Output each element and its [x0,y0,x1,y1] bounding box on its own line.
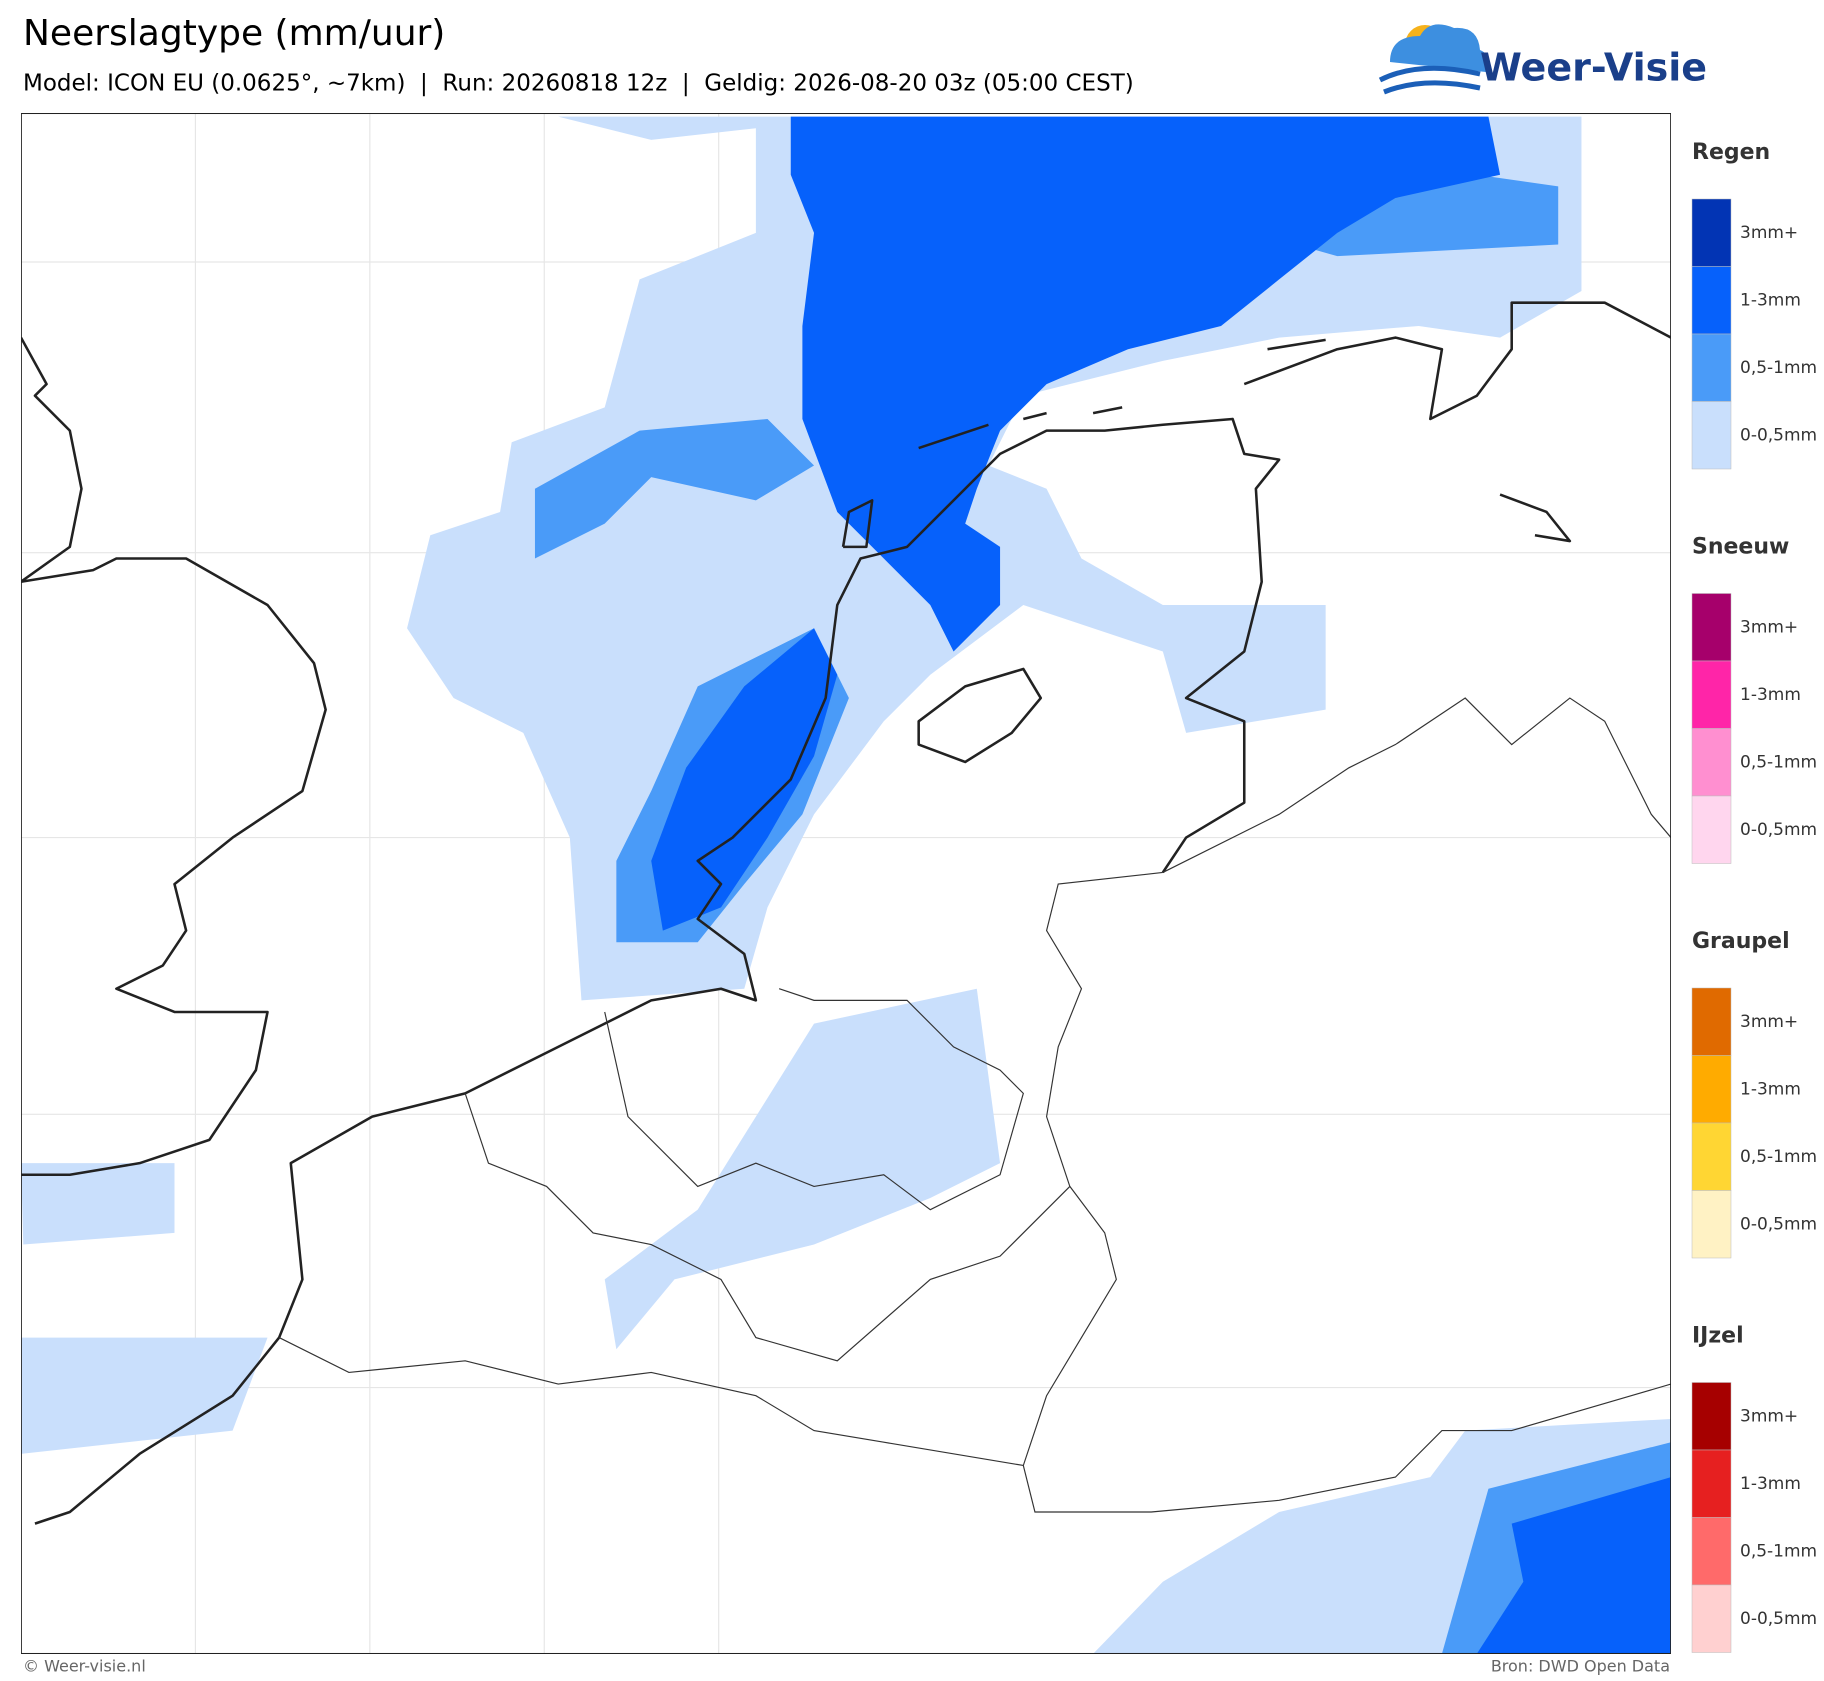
legend-swatch [1691,1449,1732,1518]
legend-label: 0,5-1mm [1740,358,1817,378]
legend-swatch [1691,1190,1732,1259]
logo-waves [1378,65,1481,95]
rain-medium [534,418,815,559]
border [1162,697,1671,873]
precipitation [21,116,1671,1654]
legend-label: 3mm+ [1740,1406,1798,1426]
legend-swatch [1691,593,1732,662]
legend-label: 1-3mm [1740,290,1801,310]
logo-text: Weer-Visie [1480,46,1707,90]
legend-label: 0-0,5mm [1740,820,1817,840]
islands [1023,411,1047,421]
islands [841,499,874,549]
border [278,1337,1024,1467]
legend-swatch [1691,198,1732,267]
islands [1267,338,1326,351]
legend-title: IJzel [1692,1324,1744,1349]
map-frame [21,113,1671,1654]
rain-light [21,1163,175,1245]
legend-label: 0-0,5mm [1740,425,1817,445]
legend-label: 0,5-1mm [1740,1147,1817,1167]
legend-title: Regen [1692,140,1770,165]
legend-label: 1-3mm [1740,1474,1801,1494]
legend-swatch [1691,1517,1732,1586]
legend-swatch [1691,1584,1732,1653]
subtitle: Model: ICON EU (0.0625°, ~7km) | Run: 20… [23,71,1134,97]
legend-swatch [1691,266,1732,335]
islands [1499,493,1572,543]
legend-label: 0,5-1mm [1740,752,1817,772]
rain-light [604,988,1001,1350]
legend-label: 0-0,5mm [1740,1609,1817,1629]
coastlines [21,301,1671,1525]
rain-light [21,1337,268,1454]
legend-label: 3mm+ [1740,223,1798,243]
logo-cloud [1390,24,1489,72]
legend-swatch [1691,987,1732,1056]
borders [278,697,1671,1513]
legend: Regen 3mm+ 1-3mm 0,5-1mm 0-0,5mm Sneeuw 3mm+ 1-… [1691,140,1817,1653]
legend-label: 0-0,5mm [1740,1214,1817,1234]
logo: Weer-Visie [1378,24,1707,95]
legend-swatch [1691,1055,1732,1124]
legend-label: 3mm+ [1740,617,1798,637]
rain-heavy [651,628,838,931]
islands [1092,406,1123,415]
coastline-germany [1243,301,1671,421]
rain-heavy [1476,1477,1671,1654]
border [604,988,1024,1211]
legend-label: 1-3mm [1740,685,1801,705]
legend-title: Graupel [1692,929,1790,954]
legend-swatch [1691,728,1732,797]
legend-swatch [1691,333,1732,402]
footer-right: Bron: DWD Open Data [1491,1657,1670,1676]
border [464,871,1163,1362]
legend-swatch [1691,660,1732,729]
legend-label: 0,5-1mm [1740,1541,1817,1561]
legend-swatch [1691,795,1732,864]
title: Neerslagtype (mm/uur) [23,13,445,54]
border [1022,1186,1671,1513]
coastline-uk [21,336,327,1177]
coastline-continent [34,417,1281,1525]
islands [918,423,989,450]
rain-heavy [790,116,1501,652]
legend-label: 3mm+ [1740,1012,1798,1032]
ijsselmeer [917,667,1043,764]
footer-left: © Weer-visie.nl [23,1657,146,1676]
legend-label: 1-3mm [1740,1079,1801,1099]
map [21,113,1671,1654]
legend-title: Sneeuw [1692,535,1789,560]
legend-swatch [1691,1382,1732,1451]
legend-swatch [1691,401,1732,470]
legend-swatch [1691,1122,1732,1191]
